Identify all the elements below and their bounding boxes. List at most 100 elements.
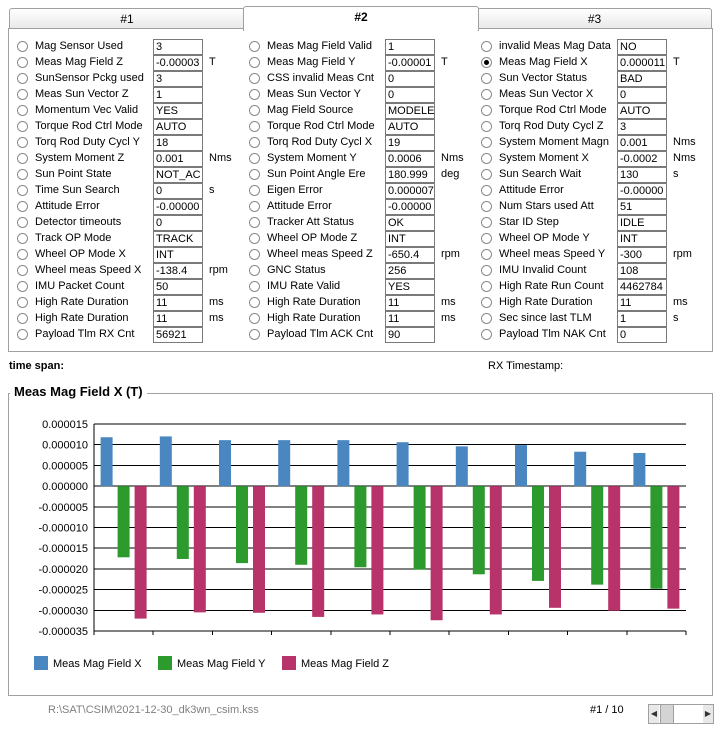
telemetry-row[interactable]: Tracker Att Status OK: [249, 215, 473, 231]
channel-radio[interactable]: [17, 169, 28, 180]
telemetry-row[interactable]: High Rate Duration 11 ms: [249, 295, 473, 311]
channel-radio[interactable]: [249, 201, 260, 212]
channel-radio[interactable]: [481, 313, 492, 324]
channel-radio[interactable]: [17, 265, 28, 276]
telemetry-row[interactable]: Detector timeouts 0: [17, 215, 241, 231]
telemetry-row[interactable]: IMU Packet Count 50: [17, 279, 241, 295]
scroll-left-arrow-icon[interactable]: ◀: [649, 705, 659, 723]
telemetry-row[interactable]: High Rate Run Count 4462784: [481, 279, 705, 295]
channel-radio[interactable]: [17, 153, 28, 164]
channel-radio[interactable]: [249, 329, 260, 340]
telemetry-row[interactable]: IMU Rate Valid YES: [249, 279, 473, 295]
channel-radio[interactable]: [481, 57, 492, 68]
page-scrollbar[interactable]: ◀ ▶: [648, 704, 714, 724]
telemetry-row[interactable]: Torque Rod Ctrl Mode AUTO: [481, 103, 705, 119]
tab-3[interactable]: #3: [477, 8, 712, 29]
channel-radio[interactable]: [17, 89, 28, 100]
channel-radio[interactable]: [249, 281, 260, 292]
telemetry-row[interactable]: System Moment X -0.0002 Nms: [481, 151, 705, 167]
channel-radio[interactable]: [481, 201, 492, 212]
channel-radio[interactable]: [249, 265, 260, 276]
channel-radio[interactable]: [249, 297, 260, 308]
telemetry-row[interactable]: High Rate Duration 11 ms: [17, 311, 241, 327]
channel-radio[interactable]: [481, 233, 492, 244]
telemetry-row[interactable]: Wheel meas Speed Y -300 rpm: [481, 247, 705, 263]
telemetry-row[interactable]: Sun Point Angle Ere 180.999 deg: [249, 167, 473, 183]
telemetry-row[interactable]: IMU Invalid Count 108: [481, 263, 705, 279]
channel-radio[interactable]: [17, 105, 28, 116]
telemetry-row[interactable]: Torq Rod Duty Cycl Z 3: [481, 119, 705, 135]
channel-radio[interactable]: [481, 89, 492, 100]
telemetry-row[interactable]: Meas Sun Vector Y 0: [249, 87, 473, 103]
telemetry-row[interactable]: Wheel OP Mode X INT: [17, 247, 241, 263]
telemetry-row[interactable]: Sun Search Wait 130 s: [481, 167, 705, 183]
channel-radio[interactable]: [481, 249, 492, 260]
telemetry-row[interactable]: Sun Point State NOT_AC: [17, 167, 241, 183]
telemetry-row[interactable]: GNC Status 256: [249, 263, 473, 279]
scroll-right-arrow-icon[interactable]: ▶: [703, 705, 713, 723]
channel-radio[interactable]: [481, 153, 492, 164]
channel-radio[interactable]: [249, 313, 260, 324]
telemetry-row[interactable]: Meas Sun Vector Z 1: [17, 87, 241, 103]
channel-radio[interactable]: [17, 249, 28, 260]
channel-radio[interactable]: [17, 73, 28, 84]
channel-radio[interactable]: [249, 41, 260, 52]
channel-radio[interactable]: [249, 169, 260, 180]
channel-radio[interactable]: [481, 105, 492, 116]
channel-radio[interactable]: [17, 201, 28, 212]
tab-2[interactable]: #2: [243, 6, 479, 31]
channel-radio[interactable]: [249, 249, 260, 260]
channel-radio[interactable]: [249, 217, 260, 228]
telemetry-row[interactable]: Torq Rod Duty Cycl Y 18: [17, 135, 241, 151]
telemetry-row[interactable]: Star ID Step IDLE: [481, 215, 705, 231]
telemetry-row[interactable]: Meas Sun Vector X 0: [481, 87, 705, 103]
telemetry-row[interactable]: Time Sun Search 0 s: [17, 183, 241, 199]
telemetry-row[interactable]: Torque Rod Ctrl Mode AUTO: [249, 119, 473, 135]
telemetry-row[interactable]: Attitude Error -0.00000: [17, 199, 241, 215]
channel-radio[interactable]: [249, 121, 260, 132]
channel-radio[interactable]: [17, 57, 28, 68]
telemetry-row[interactable]: Torq Rod Duty Cycl X 19: [249, 135, 473, 151]
telemetry-row[interactable]: Wheel meas Speed X -138.4 rpm: [17, 263, 241, 279]
channel-radio[interactable]: [249, 73, 260, 84]
telemetry-row[interactable]: Mag Field Source MODELE: [249, 103, 473, 119]
channel-radio[interactable]: [249, 137, 260, 148]
channel-radio[interactable]: [249, 185, 260, 196]
telemetry-row[interactable]: Torque Rod Ctrl Mode AUTO: [17, 119, 241, 135]
telemetry-row[interactable]: Track OP Mode TRACK: [17, 231, 241, 247]
channel-radio[interactable]: [481, 329, 492, 340]
telemetry-row[interactable]: Attitude Error -0.00000: [249, 199, 473, 215]
telemetry-row[interactable]: SunSensor Pckg used 3: [17, 71, 241, 87]
channel-radio[interactable]: [481, 121, 492, 132]
channel-radio[interactable]: [481, 169, 492, 180]
telemetry-row[interactable]: Mag Sensor Used 3: [17, 39, 241, 55]
channel-radio[interactable]: [17, 233, 28, 244]
telemetry-row[interactable]: Wheel OP Mode Z INT: [249, 231, 473, 247]
telemetry-row[interactable]: Meas Mag Field Z -0.00003 T: [17, 55, 241, 71]
channel-radio[interactable]: [17, 217, 28, 228]
telemetry-row[interactable]: Sun Vector Status BAD: [481, 71, 705, 87]
channel-radio[interactable]: [17, 137, 28, 148]
channel-radio[interactable]: [481, 41, 492, 52]
channel-radio[interactable]: [481, 297, 492, 308]
telemetry-row[interactable]: CSS invalid Meas Cnt 0: [249, 71, 473, 87]
channel-radio[interactable]: [481, 73, 492, 84]
channel-radio[interactable]: [249, 105, 260, 116]
telemetry-row[interactable]: High Rate Duration 11 ms: [481, 295, 705, 311]
telemetry-row[interactable]: Payload Tlm NAK Cnt 0: [481, 327, 705, 343]
channel-radio[interactable]: [249, 89, 260, 100]
channel-radio[interactable]: [17, 329, 28, 340]
scroll-thumb[interactable]: [660, 705, 674, 723]
channel-radio[interactable]: [249, 57, 260, 68]
tab-1[interactable]: #1: [9, 8, 245, 29]
telemetry-row[interactable]: invalid Meas Mag Data NO: [481, 39, 705, 55]
channel-radio[interactable]: [481, 185, 492, 196]
telemetry-row[interactable]: Payload Tlm ACK Cnt 90: [249, 327, 473, 343]
telemetry-row[interactable]: Momentum Vec Valid YES: [17, 103, 241, 119]
telemetry-row[interactable]: Payload Tlm RX Cnt 56921: [17, 327, 241, 343]
channel-radio[interactable]: [17, 121, 28, 132]
telemetry-row[interactable]: High Rate Duration 11 ms: [249, 311, 473, 327]
telemetry-row[interactable]: Wheel OP Mode Y INT: [481, 231, 705, 247]
telemetry-row[interactable]: System Moment Y 0.0006 Nms: [249, 151, 473, 167]
telemetry-row[interactable]: Num Stars used Att 51: [481, 199, 705, 215]
